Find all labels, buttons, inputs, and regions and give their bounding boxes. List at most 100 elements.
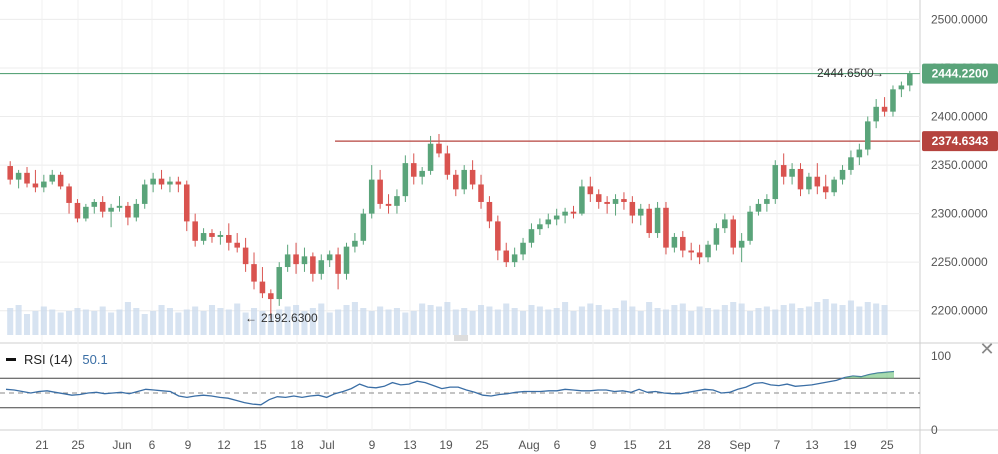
volume-bar — [7, 308, 14, 335]
volume-bar — [696, 306, 703, 335]
candle-body — [226, 234, 232, 243]
volume-bar — [393, 308, 400, 335]
high-annotation-label: 2444.6500 — [817, 66, 874, 80]
candle-body — [436, 143, 442, 154]
volume-bar — [822, 299, 829, 335]
candle-body — [856, 149, 863, 158]
volume-bar — [713, 309, 720, 335]
candle-body — [797, 168, 804, 190]
volume-bar — [200, 311, 207, 335]
time-tick-label: 7 — [774, 438, 781, 452]
candle-body — [595, 194, 602, 202]
candle-body — [343, 246, 350, 274]
candle-body — [217, 234, 224, 237]
time-tick-label: Jul — [319, 438, 334, 452]
volume-bar — [343, 305, 350, 335]
volume-bar — [763, 306, 770, 335]
time-tick-label: 6 — [554, 438, 561, 452]
volume-bar — [587, 303, 594, 335]
volume-bar — [57, 312, 64, 335]
candle-body — [604, 201, 610, 204]
candle-body — [570, 211, 577, 214]
volume-bar — [847, 300, 854, 335]
candle-body — [688, 250, 694, 253]
pane-resize-handle-icon[interactable] — [454, 335, 468, 341]
volume-bar — [23, 314, 31, 335]
time-tick-label: 15 — [623, 438, 637, 452]
time-tick-label: 25 — [475, 438, 489, 452]
time-tick-label: 9 — [369, 438, 376, 452]
time-tick-label: 6 — [149, 438, 156, 452]
time-tick-label: 9 — [185, 438, 192, 452]
volume-bar — [368, 311, 375, 335]
rsi-line — [5, 370, 895, 406]
volume-bar — [40, 306, 47, 335]
candle-body — [612, 199, 619, 204]
volume-bar — [91, 311, 98, 335]
volume-bar — [225, 309, 232, 335]
time-tick-label: 25 — [880, 438, 894, 452]
volume-bar — [276, 309, 283, 335]
time-tick-label: 13 — [805, 438, 819, 452]
candle-body — [478, 184, 484, 202]
volume-bar — [738, 303, 745, 335]
volume-bar — [494, 309, 501, 335]
volume-bar — [511, 308, 518, 335]
candle-body — [167, 181, 173, 185]
volume-bar — [183, 309, 190, 335]
candle-body — [394, 196, 400, 206]
volume-bar — [789, 303, 796, 335]
volume-bar — [250, 308, 258, 335]
candle-body — [301, 256, 308, 265]
candle-body — [24, 172, 30, 184]
candle-body — [469, 169, 476, 185]
volume-bar — [402, 312, 409, 335]
volume-bar — [469, 311, 476, 335]
volume-bar — [385, 309, 392, 335]
time-tick-label: Sep — [729, 438, 751, 452]
candle-body — [7, 166, 13, 180]
candle-body — [520, 242, 526, 255]
candle-body — [705, 244, 711, 258]
candle-body — [419, 170, 425, 177]
volume-bar — [570, 311, 577, 335]
volume-bar — [595, 305, 602, 335]
time-tick-label: Jun — [112, 438, 131, 452]
candle-body — [587, 186, 594, 195]
time-tick-label: 19 — [439, 438, 453, 452]
candle-body — [133, 203, 140, 218]
volume-bar — [427, 305, 434, 335]
volume-bar — [175, 312, 182, 335]
close-icon[interactable]: ✕ — [979, 339, 995, 359]
volume-bar — [141, 314, 148, 335]
volume-bar — [82, 309, 89, 335]
volume-bar — [864, 302, 871, 335]
volume-bar — [805, 306, 812, 335]
candle-body — [696, 252, 703, 258]
candle-body — [511, 254, 518, 263]
candle-body — [881, 106, 888, 112]
candle-body — [822, 186, 829, 193]
volume-bar — [234, 303, 241, 335]
rsi-tick-label: 0 — [931, 423, 938, 437]
rsi-legend-value: 50.1 — [82, 351, 108, 367]
volume-bar — [99, 306, 106, 335]
volume-bar — [721, 305, 728, 335]
time-tick-label: 13 — [403, 438, 417, 452]
volume-bar — [66, 311, 73, 335]
volume-bar — [435, 306, 443, 335]
candle-body — [873, 106, 879, 122]
volume-bar — [15, 305, 22, 335]
price-tick-label: 2400.0000 — [931, 110, 988, 124]
low-annotation-arrow-icon: ← — [245, 311, 257, 325]
candle-body — [755, 203, 762, 212]
volume-bar — [217, 308, 224, 335]
candle-body — [410, 163, 417, 177]
volume-bar — [377, 306, 384, 335]
candle-body — [671, 236, 678, 248]
volume-bar — [116, 309, 123, 335]
candle-body — [242, 247, 249, 265]
volume-bar — [881, 305, 888, 335]
rsi-overbought-fill — [844, 371, 894, 379]
